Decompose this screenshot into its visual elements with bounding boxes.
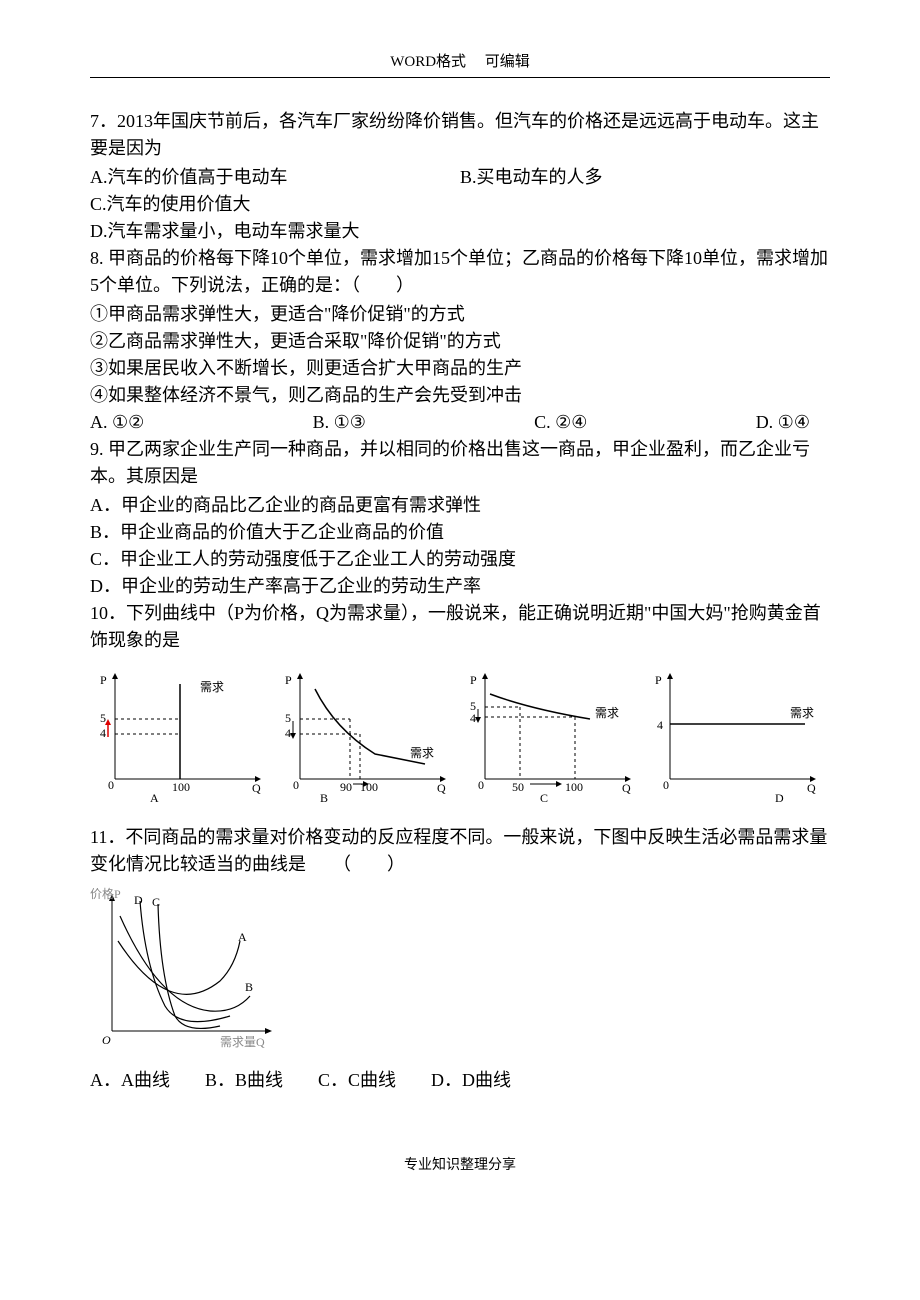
chart-a-qlabel: Q (252, 781, 261, 795)
svg-text:0: 0 (293, 778, 299, 792)
chart-b-x90: 90 (340, 780, 352, 794)
q8-stmt4: ④如果整体经济不景气，则乙商品的生产会先受到冲击 (90, 382, 830, 409)
q9-opt-c: C．甲企业工人的劳动强度低于乙企业工人的劳动强度 (90, 546, 830, 573)
chart-c-y4: 4 (470, 711, 476, 725)
question-10: 10．下列曲线中（P为价格，Q为需求量），一般说来，能正确说明近期"中国大妈"抢… (90, 600, 830, 804)
q9-opt-a: A．甲企业的商品比乙企业的商品更富有需求弹性 (90, 492, 830, 519)
chart-d-qlabel: Q (807, 781, 816, 795)
q11-options: A．A曲线 B．B曲线 C．C曲线 D．D曲线 (90, 1067, 830, 1094)
chart-b-y5: 5 (285, 711, 291, 725)
q8-opt-b: B. ①③ (313, 409, 366, 436)
chart-b-ylabel: P (285, 673, 292, 687)
chart-b-x100: 100 (360, 780, 378, 794)
q9-text: 9. 甲乙两家企业生产同一种商品，并以相同的价格出售这一商品，甲企业盈利，而乙企… (90, 436, 830, 490)
q7-text: 7．2013年国庆节前后，各汽车厂家纷纷降价销售。但汽车的价格还是远远高于电动车… (90, 108, 830, 162)
chart-d-demand: 需求 (790, 706, 814, 720)
chart-a-y5: 5 (100, 711, 106, 725)
q11-ylabel: 价格P (90, 886, 121, 901)
q7-opt-d: D.汽车需求量小，电动车需求量大 (90, 218, 830, 245)
q7-options-row1: A.汽车的价值高于电动车 B.买电动车的人多 (90, 164, 830, 191)
chart-c-label: C (540, 791, 548, 804)
chart-d: P 0 Q 需求 4 D (645, 669, 825, 804)
chart-c-x100: 100 (565, 780, 583, 794)
q10-text: 10．下列曲线中（P为价格，Q为需求量），一般说来，能正确说明近期"中国大妈"抢… (90, 600, 830, 654)
chart-b-demand: 需求 (410, 746, 434, 760)
chart-b: P 0 Q 需求 5 4 90 100 B (275, 669, 455, 804)
chart-c: P 0 Q 需求 5 4 50 100 C (460, 669, 640, 804)
q8-opt-c: C. ②④ (534, 409, 587, 436)
page-header: WORD格式 可编辑 (90, 50, 830, 71)
q11-opt-d: D．D曲线 (431, 1067, 511, 1094)
q11-opt-a: A．A曲线 (90, 1067, 170, 1094)
chart-a-origin: 0 (108, 778, 114, 792)
question-8: 8. 甲商品的价格每下降10个单位，需求增加15个单位；乙商品的价格每下降10单… (90, 245, 830, 436)
q11-chart: 价格P 需求量Q O D C B A (90, 886, 830, 1059)
svg-text:0: 0 (663, 778, 669, 792)
chart-a-demand: 需求 (200, 680, 224, 694)
q11-curve-c: C (152, 895, 160, 909)
chart-d-label: D (775, 791, 784, 804)
header-right: 可编辑 (485, 54, 530, 70)
question-9: 9. 甲乙两家企业生产同一种商品，并以相同的价格出售这一商品，甲企业盈利，而乙企… (90, 436, 830, 600)
chart-d-y4: 4 (657, 718, 663, 732)
q11-xlabel: 需求量Q (220, 1035, 265, 1049)
q10-charts: P 0 Q 需求 5 4 100 A P 0 Q 需求 (90, 669, 830, 804)
page-footer: 专业知识整理分享 (90, 1154, 830, 1174)
chart-b-qlabel: Q (437, 781, 446, 795)
q11-opt-b: B．B曲线 (205, 1067, 283, 1094)
q7-opt-b: B.买电动车的人多 (460, 164, 603, 191)
q9-opt-d: D．甲企业的劳动生产率高于乙企业的劳动生产率 (90, 573, 830, 600)
q9-opt-b: B．甲企业商品的价值大于乙企业商品的价值 (90, 519, 830, 546)
chart-d-ylabel: P (655, 673, 662, 687)
q8-opt-a: A. ①② (90, 409, 144, 436)
q7-opt-c: C.汽车的使用价值大 (90, 191, 830, 218)
header-left: WORD格式 (390, 54, 466, 70)
q11-curve-b: B (245, 980, 253, 994)
chart-a-xval: 100 (172, 780, 190, 794)
q8-stmt3: ③如果居民收入不断增长，则更适合扩大甲商品的生产 (90, 355, 830, 382)
question-11: 11．不同商品的需求量对价格变动的反应程度不同。一般来说，下图中反映生活必需品需… (90, 824, 830, 1094)
q8-stmt2: ②乙商品需求弹性大，更适合采取"降价促销"的方式 (90, 328, 830, 355)
chart-c-demand: 需求 (595, 706, 619, 720)
chart-a-y4: 4 (100, 726, 106, 740)
q8-text: 8. 甲商品的价格每下降10个单位，需求增加15个单位；乙商品的价格每下降10单… (90, 245, 830, 299)
chart-b-label: B (320, 791, 328, 804)
chart-c-qlabel: Q (622, 781, 631, 795)
chart-c-ylabel: P (470, 673, 477, 687)
chart-a-label: A (150, 791, 159, 804)
svg-text:0: 0 (478, 778, 484, 792)
chart-c-x50: 50 (512, 780, 524, 794)
q7-opt-a: A.汽车的价值高于电动车 (90, 164, 460, 191)
header-divider (90, 77, 830, 78)
q8-options: A. ①② B. ①③ C. ②④ D. ①④ (90, 409, 830, 436)
svg-text:O: O (102, 1033, 111, 1047)
q8-stmt1: ①甲商品需求弹性大，更适合"降价促销"的方式 (90, 301, 830, 328)
chart-a: P 0 Q 需求 5 4 100 A (90, 669, 270, 804)
q8-opt-d: D. ①④ (756, 409, 810, 436)
q11-curve-a: A (238, 930, 247, 944)
question-7: 7．2013年国庆节前后，各汽车厂家纷纷降价销售。但汽车的价格还是远远高于电动车… (90, 108, 830, 245)
q11-curve-d: D (134, 893, 143, 907)
chart-a-ylabel: P (100, 673, 107, 687)
q11-opt-c: C．C曲线 (318, 1067, 396, 1094)
q11-text: 11．不同商品的需求量对价格变动的反应程度不同。一般来说，下图中反映生活必需品需… (90, 824, 830, 878)
